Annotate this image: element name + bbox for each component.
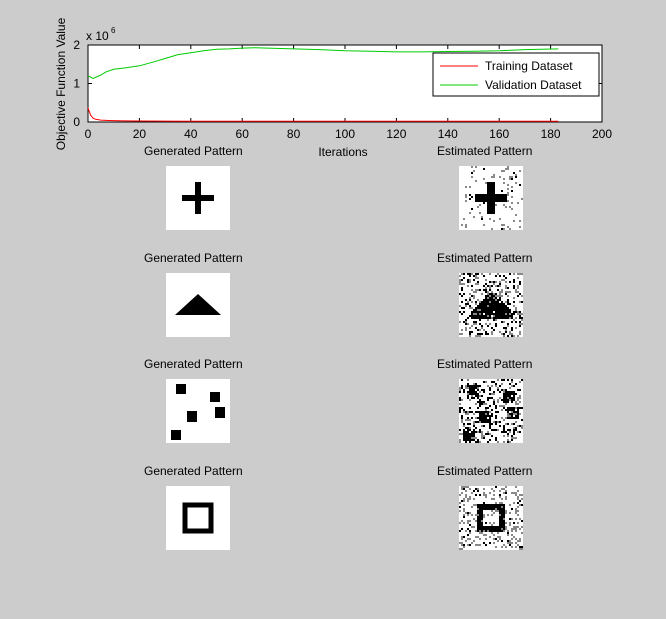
- x-tick-label: 180: [541, 127, 561, 141]
- x-tick-label: 100: [335, 127, 355, 141]
- x-axis-label: Iterations: [318, 145, 367, 159]
- x-tick-label: 20: [133, 127, 147, 141]
- generated-pattern-square-outline: [166, 486, 230, 550]
- x-tick-label: 60: [236, 127, 250, 141]
- generated-pattern-triangle: [166, 273, 230, 337]
- legend-label-0: Training Dataset: [485, 59, 573, 73]
- series-line-1: [87, 47, 559, 80]
- estimated-pattern-title-2: Estimated Pattern: [437, 251, 533, 265]
- estimated-pattern-title-4: Estimated Pattern: [437, 464, 533, 478]
- generated-pattern-plus: [166, 166, 230, 230]
- x-tick-label: 120: [386, 127, 406, 141]
- generated-pattern-scattered-squares: [166, 379, 230, 443]
- x-tick-label: 80: [287, 127, 301, 141]
- estimated-pattern-scattered-squares: [459, 379, 523, 443]
- legend-label-1: Validation Dataset: [485, 78, 582, 92]
- generated-pattern-title-4: Generated Pattern: [144, 464, 243, 478]
- x-tick-label: 160: [489, 127, 509, 141]
- y-tick-label: 1: [73, 77, 80, 91]
- y-tick-label: 2: [73, 38, 80, 52]
- estimated-pattern-square-outline: [459, 486, 523, 550]
- estimated-pattern-title-3: Estimated Pattern: [437, 357, 533, 371]
- estimated-pattern-title-1: Estimated Pattern: [437, 144, 533, 158]
- generated-pattern-title-3: Generated Pattern: [144, 357, 243, 371]
- legend-box: [432, 52, 600, 97]
- estimated-pattern-triangle: [459, 273, 523, 337]
- y-axis-label: Objective Function Value: [54, 17, 68, 150]
- y-tick-label: 0: [73, 115, 80, 129]
- y-exponent-label: x 10: [86, 29, 109, 43]
- estimated-pattern-plus: [459, 166, 523, 230]
- x-tick-label: 0: [85, 127, 92, 141]
- x-tick-label: 140: [438, 127, 458, 141]
- x-tick-label: 40: [184, 127, 198, 141]
- x-tick-label: 200: [592, 127, 612, 141]
- series-line-0: [87, 107, 559, 122]
- objective-function-chart: 0 20 40 60 80 100 120 140 160 180 200 0 1 2 x 10 6 Itera…: [54, 17, 612, 159]
- generated-pattern-title-2: Generated Pattern: [144, 251, 243, 265]
- generated-pattern-title-1: Generated Pattern: [144, 144, 243, 158]
- y-exponent: 6: [111, 26, 116, 35]
